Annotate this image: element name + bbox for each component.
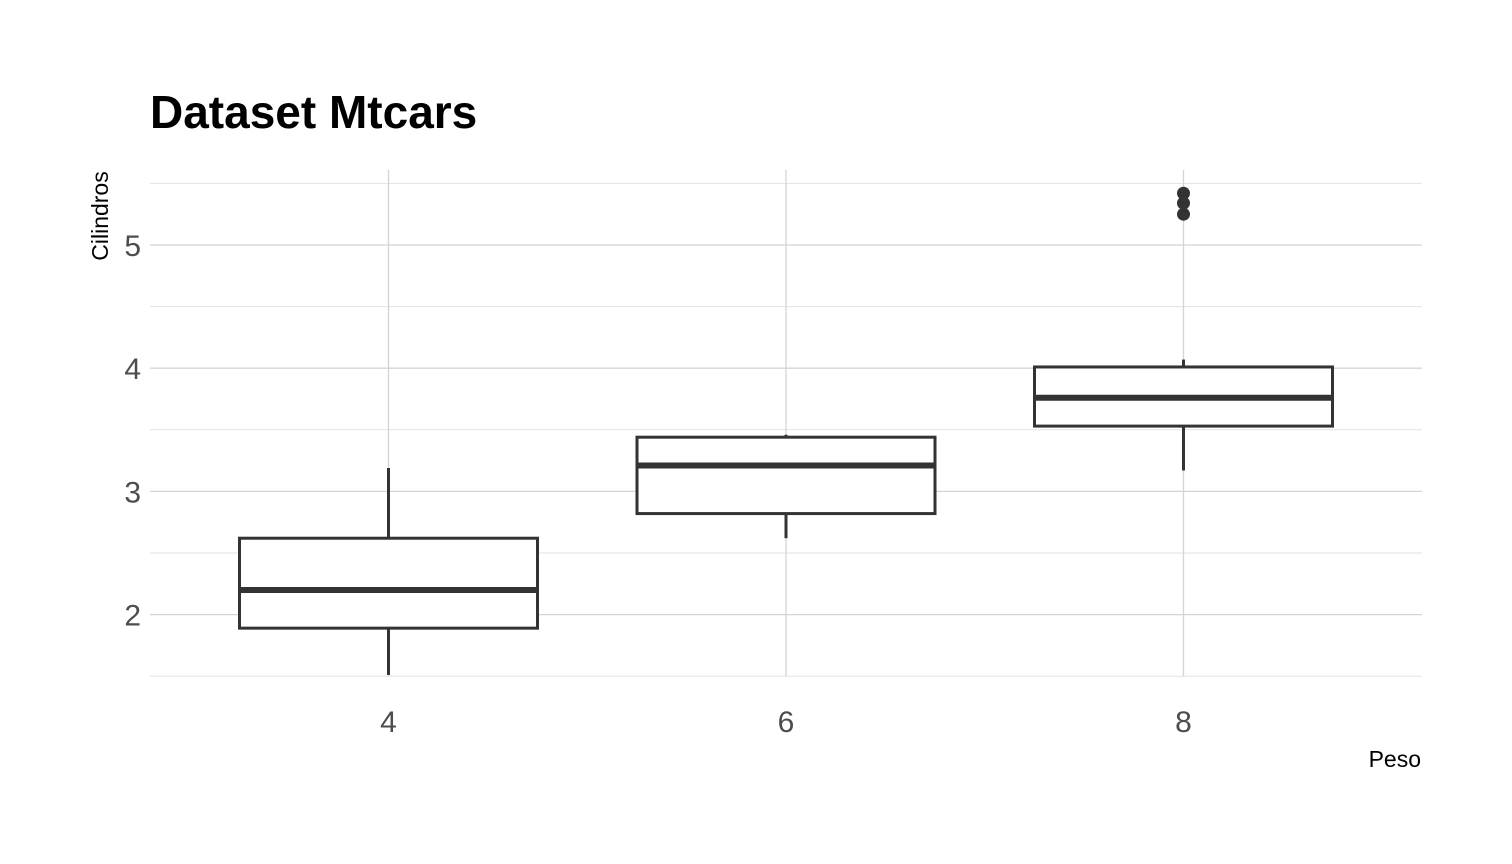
outlier-point bbox=[1177, 196, 1190, 210]
box-8 bbox=[1033, 186, 1334, 471]
x-tick-label: 4 bbox=[380, 706, 397, 739]
box-iqr bbox=[635, 435, 937, 516]
x-axis-title: Peso bbox=[1369, 746, 1421, 772]
box-iqr bbox=[238, 536, 539, 630]
y-tick-label: 5 bbox=[124, 230, 141, 263]
outlier-point bbox=[1177, 186, 1190, 200]
x-tick-label: 6 bbox=[778, 706, 795, 739]
outlier-point bbox=[1177, 207, 1190, 221]
y-tick-label: 3 bbox=[124, 476, 141, 509]
y-axis-title: Cilindros bbox=[87, 171, 113, 260]
x-tick-label: 8 bbox=[1175, 706, 1192, 739]
box-4 bbox=[238, 467, 539, 675]
y-tick-label: 2 bbox=[124, 600, 141, 633]
tick-labels: 4 6 8 2 3 4 5 bbox=[124, 230, 1192, 739]
box-6 bbox=[635, 434, 937, 539]
boxes bbox=[238, 186, 1334, 675]
y-tick-label: 4 bbox=[124, 353, 141, 386]
chart-title: Dataset Mtcars bbox=[150, 86, 477, 138]
